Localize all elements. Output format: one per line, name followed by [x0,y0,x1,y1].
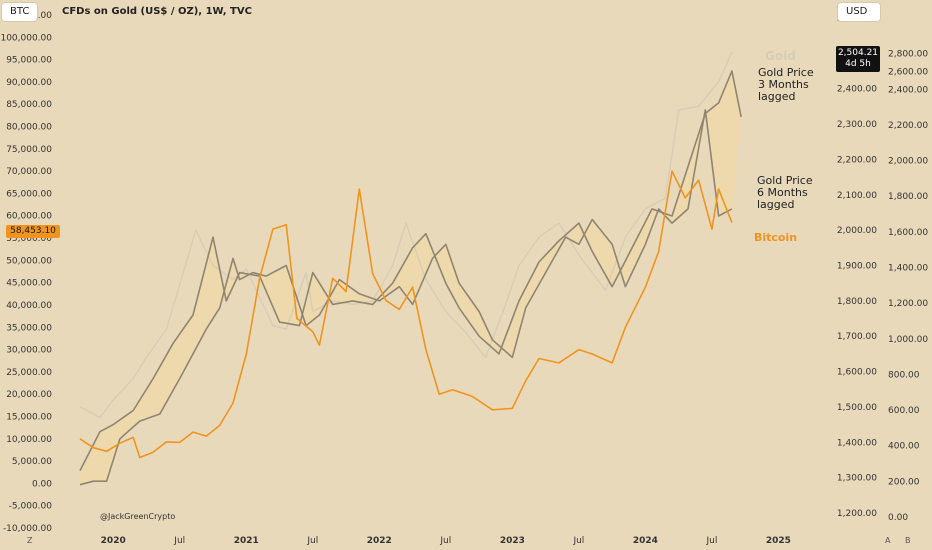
btc-tick-label: 90,000.00 [6,78,52,88]
usd-tick-label: 600.00 [888,406,920,416]
currency-button[interactable]: USD [838,3,880,21]
gold-tick-label: 2,100.00 [837,191,877,201]
gold-tick-label: 1,500.00 [837,403,877,413]
btc-tick-label: 75,000.00 [6,145,52,155]
btc-tick-label: 50,000.00 [6,256,52,266]
btc-tick-label: 10,000.00 [6,435,52,445]
scale-toggle-button[interactable]: B [905,536,911,545]
gold-tick-label: 2,300.00 [837,120,877,130]
time-tick-label: Jul [173,536,185,546]
btc-tick-label: 95,000.00 [6,56,52,66]
gold-tick-label: 1,600.00 [837,368,877,378]
usd-tick-label: 2,000.00 [888,157,928,167]
gold-tick-label: 1,700.00 [837,332,877,342]
lag-fill-area [80,71,742,485]
auto-scale-button[interactable]: A [885,536,891,545]
usd-tick-label: 0.00 [888,513,908,523]
time-tick-label: Jul [572,536,584,546]
time-axis: 2020 Jul 2021 Jul 2022 Jul 2023 Jul 2024 Jul 2025 [101,536,791,546]
bar-countdown: 4d 5h [845,59,871,69]
chart-title: CFDs on Gold (US$ / OZ), 1W, TVC [62,6,252,17]
btc-axis: -10,000.00 -5,000.00 0.00 5,000.00 10,000.00… [0,11,52,534]
gold-tick-label: 2,200.00 [837,155,877,165]
gold-3m-label: Gold Price 3 Months lagged [758,66,814,103]
bitcoin-line [79,170,733,459]
time-tick-label: 2021 [234,536,259,546]
btc-tick-label: 45,000.00 [6,279,52,289]
btc-tick-label: 70,000.00 [6,167,52,177]
gold-tick-label: 1,400.00 [837,438,877,448]
btc-tick-label: 40,000.00 [6,301,52,311]
usd-tick-label: 400.00 [888,442,920,452]
btc-tick-label: 5,000.00 [12,457,52,467]
time-tick-label: Jul [439,536,451,546]
author-credit: @JackGreenCrypto [100,512,176,521]
gold-tick-label: 1,200.00 [837,509,877,519]
btc-tick-label: 25,000.00 [6,368,52,378]
usd-tick-label: 2,200.00 [888,121,928,131]
time-tick-label: 2020 [101,536,126,546]
usd-tick-label: 1,800.00 [888,192,928,202]
time-tick-label: Jul [306,536,318,546]
gold-3m-line [79,70,742,471]
btc-tick-label: 100,000.00 [0,33,52,43]
gold-tick-label: 1,800.00 [837,297,877,307]
lag-band [80,71,742,485]
gold-line [79,51,733,419]
gold-6m-label: Gold Price 6 Months lagged [757,174,813,211]
btc-tick-label: 55,000.00 [6,234,52,244]
bitcoin-series-label: Bitcoin [754,231,798,244]
usd-tick-label: 1,200.00 [888,299,928,309]
btc-tick-label: 20,000.00 [6,390,52,400]
usd-tick-label: 1,000.00 [888,335,928,345]
series-lines [79,51,742,486]
time-tick-label: 2022 [367,536,392,546]
btc-tick-label: -5,000.00 [9,502,53,512]
usd-tick-label: 1,400.00 [888,264,928,274]
current-price-tag: 2,504.21 4d 5h [836,46,880,72]
usd-tick-label: 200.00 [888,477,920,487]
current-price: 2,504.21 [837,48,879,58]
time-tick-label: 2023 [500,536,525,546]
zoom-button[interactable]: Z [27,536,33,545]
btc-price-tag: 58,453.10 [6,225,60,238]
btc-tick-label: 0.00 [32,479,52,489]
symbol-button[interactable]: BTC [2,3,38,21]
usd-tick-label: 2,600.00 [888,67,928,77]
btc-tick-label: -10,000.00 [3,524,52,534]
btc-tick-label: 65,000.00 [6,189,52,199]
gold-tick-label: 2,400.00 [837,85,877,95]
usd-tick-label: 1,600.00 [888,228,928,238]
time-tick-label: 2024 [633,536,658,546]
gold-axis: 1,200.00 1,300.00 1,400.00 1,500.00 1,600.00… [837,14,877,519]
usd-tick-label: 800.00 [888,370,920,380]
btc-tick-label: 80,000.00 [6,123,52,133]
btc-tick-label: 30,000.00 [6,346,52,356]
usd-tick-label: 2,400.00 [888,85,928,95]
btc-tick-label: 15,000.00 [6,412,52,422]
gold-tick-label: 1,900.00 [837,262,877,272]
gold-series-label: Gold [765,49,796,63]
btc-tick-label: 60,000.00 [6,212,52,222]
gold-tick-label: 2,000.00 [837,226,877,236]
btc-tick-label: 85,000.00 [6,100,52,110]
usd-tick-label: 2,800.00 [888,50,928,60]
usd-axis: 0.00 200.00 400.00 600.00 800.00 1,000.00 1,20… [888,50,928,523]
gold-6m-line [79,109,733,486]
time-tick-label: Jul [705,536,717,546]
time-tick-label: 2025 [766,536,791,546]
gold-tick-label: 1,300.00 [837,474,877,484]
btc-tick-label: 35,000.00 [6,323,52,333]
